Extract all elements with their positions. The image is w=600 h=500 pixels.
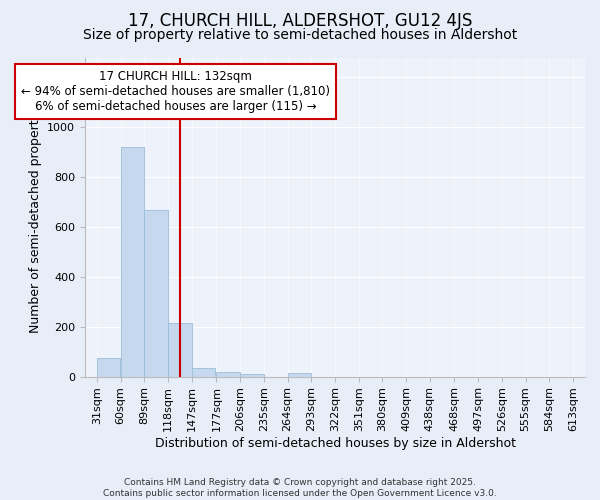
- Bar: [287, 373, 311, 376]
- Bar: [240, 374, 263, 376]
- Text: 17, CHURCH HILL, ALDERSHOT, GU12 4JS: 17, CHURCH HILL, ALDERSHOT, GU12 4JS: [128, 12, 472, 30]
- Text: Size of property relative to semi-detached houses in Aldershot: Size of property relative to semi-detach…: [83, 28, 517, 42]
- Bar: [145, 210, 168, 376]
- Text: Contains HM Land Registry data © Crown copyright and database right 2025.
Contai: Contains HM Land Registry data © Crown c…: [103, 478, 497, 498]
- X-axis label: Distribution of semi-detached houses by size in Aldershot: Distribution of semi-detached houses by …: [155, 437, 515, 450]
- Bar: [121, 147, 144, 376]
- Bar: [217, 372, 240, 376]
- Y-axis label: Number of semi-detached properties: Number of semi-detached properties: [29, 102, 41, 332]
- Text: 17 CHURCH HILL: 132sqm
← 94% of semi-detached houses are smaller (1,810)
6% of s: 17 CHURCH HILL: 132sqm ← 94% of semi-det…: [22, 70, 331, 113]
- Bar: [192, 368, 215, 376]
- Bar: [168, 323, 191, 376]
- Bar: [97, 358, 121, 376]
